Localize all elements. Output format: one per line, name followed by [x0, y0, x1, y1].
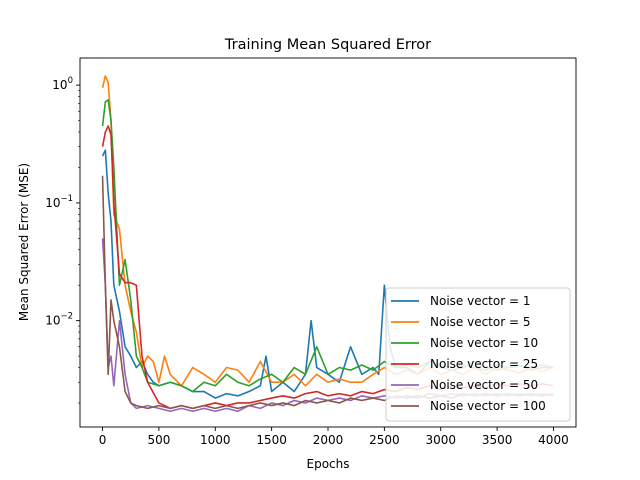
legend-label: Noise vector = 50: [430, 378, 538, 392]
x-tick-label: 500: [147, 433, 170, 447]
x-tick-label: 4000: [538, 433, 569, 447]
x-axis-label: Epochs: [307, 457, 350, 471]
y-axis-label: Mean Squared Error (MSE): [17, 163, 31, 321]
legend-label: Noise vector = 1: [430, 294, 530, 308]
x-tick-label: 2000: [313, 433, 344, 447]
legend-box: [385, 287, 571, 422]
x-tick-label: 0: [99, 433, 107, 447]
legend-label: Noise vector = 100: [430, 399, 546, 413]
x-tick-label: 1000: [200, 433, 231, 447]
x-axis: 0 500 1000 1500 2000 2500 3000 3500 4000: [99, 427, 569, 447]
y-tick-label: 100: [52, 76, 73, 92]
y-axis: 10−2 10−1 100: [45, 76, 80, 404]
legend-label: Noise vector = 10: [430, 336, 538, 350]
legend: Noise vector = 1 Noise vector = 5 Noise ve…: [385, 287, 571, 422]
legend-label: Noise vector = 5: [430, 315, 530, 329]
chart-title: Training Mean Squared Error: [224, 37, 431, 53]
legend-label: Noise vector = 25: [430, 357, 538, 371]
x-tick-label: 2500: [369, 433, 400, 447]
x-tick-label: 1500: [256, 433, 287, 447]
x-tick-label: 3500: [482, 433, 513, 447]
x-tick-label: 3000: [425, 433, 456, 447]
y-tick-label: 10−2: [45, 312, 73, 328]
y-tick-label: 10−1: [45, 194, 73, 210]
